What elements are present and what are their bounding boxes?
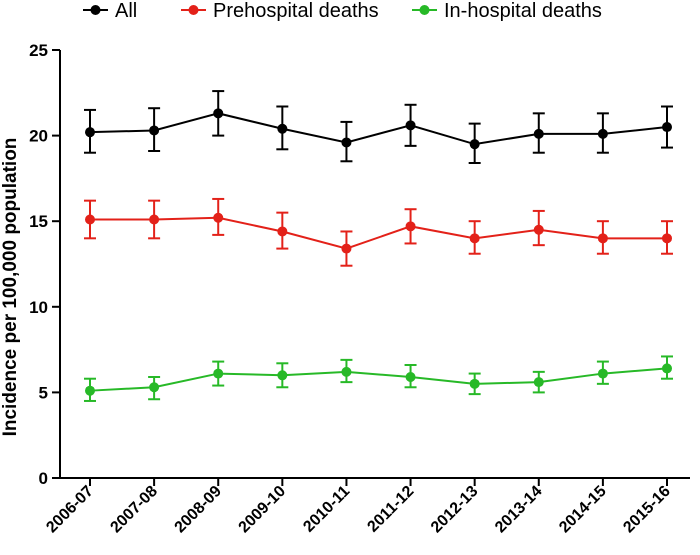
x-tick-label: 2012-13 — [428, 483, 482, 537]
legend-swatch-marker — [188, 5, 199, 15]
y-axis-label: Incidence per 100,000 population — [0, 138, 21, 437]
series-line — [89, 112, 668, 146]
data-point — [662, 122, 672, 133]
x-tick-label: 2007-08 — [107, 483, 161, 537]
series-line — [90, 216, 667, 250]
x-axis: 2006-07 2007-08 2008-09 2009-10 2010-11 2011-… — [43, 477, 690, 537]
y-tick-label: 25 — [29, 41, 48, 60]
data-point — [85, 385, 95, 396]
x-tick-label: 2010-11 — [300, 483, 353, 536]
data-point — [405, 120, 416, 131]
data-point — [533, 128, 544, 139]
data-point — [533, 224, 544, 235]
data-point — [533, 377, 544, 388]
data-point — [662, 363, 672, 374]
legend-swatch-marker — [419, 5, 430, 15]
plot-area — [84, 90, 673, 402]
data-point — [597, 368, 608, 379]
legend-label: In-hospital deaths — [444, 0, 602, 22]
data-point — [277, 226, 288, 237]
legend-item-in-hospital-deaths: In-hospital deaths — [412, 0, 602, 22]
y-tick-label: 20 — [29, 127, 48, 146]
data-point — [469, 139, 480, 150]
data-point — [277, 370, 288, 381]
series-all — [84, 90, 673, 164]
data-point — [662, 233, 672, 244]
legend-item-all: All — [83, 0, 137, 22]
data-point — [213, 212, 224, 223]
y-tick-label: 0 — [39, 469, 48, 488]
data-point — [469, 233, 480, 244]
x-tick-label: 2009-10 — [236, 483, 290, 537]
x-tick-label: 2008-09 — [172, 483, 226, 537]
legend-label: All — [115, 0, 137, 22]
data-point — [85, 127, 95, 138]
series-prehospital-deaths — [84, 197, 673, 267]
y-tick-label: 15 — [29, 212, 48, 231]
x-tick-label: 2006-07 — [43, 483, 97, 537]
data-point — [85, 214, 95, 225]
data-point — [149, 214, 160, 225]
legend-item-prehospital-deaths: Prehospital deaths — [181, 0, 379, 22]
legend-label: Prehospital deaths — [213, 0, 379, 22]
y-axis: 0 5 10 15 20 25 — [29, 41, 61, 488]
data-point — [405, 371, 416, 382]
data-point — [405, 221, 416, 232]
data-point — [213, 108, 224, 119]
x-tick-label: 2014-15 — [556, 483, 610, 537]
data-point — [341, 243, 352, 254]
x-tick-label: 2015-16 — [620, 483, 674, 537]
data-point — [149, 125, 160, 136]
series-line — [89, 367, 668, 392]
x-tick-label: 2011-12 — [364, 483, 417, 536]
x-tick-label: 2013-14 — [492, 483, 546, 537]
data-point — [341, 137, 352, 148]
data-point — [597, 128, 608, 139]
legend-swatch-marker — [90, 5, 101, 15]
data-point — [149, 382, 160, 393]
series-in-hospital-deaths — [84, 355, 673, 402]
data-point — [277, 123, 288, 134]
data-point — [597, 233, 608, 244]
data-point — [341, 366, 352, 377]
y-tick-label: 10 — [29, 298, 48, 317]
data-point — [213, 368, 224, 379]
legend: All Prehospital deaths In-hospital deaths — [83, 0, 602, 22]
y-tick-label: 5 — [39, 383, 48, 402]
data-point — [469, 378, 480, 389]
